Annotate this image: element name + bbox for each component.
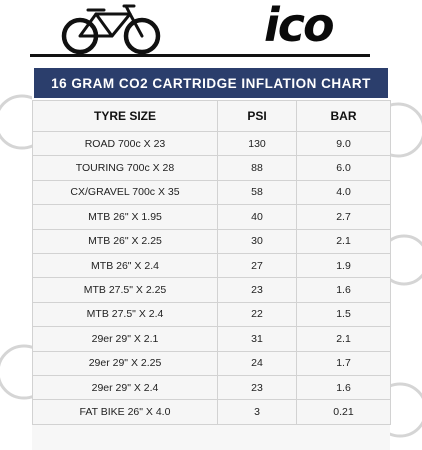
table-row: MTB 26" X 2.4 27 1.9 [32,252,391,279]
table-row: FAT BIKE 26" X 4.0 3 0.21 [32,399,391,425]
bar-cell: 6.0 [296,155,391,181]
tyre-size-cell: 29er 29" X 2.25 [32,350,218,376]
bar-cell: 1.9 [296,252,391,279]
column-header-psi: PSI [217,100,297,132]
table-row: TOURING 700c X 28 88 6.0 [32,155,391,181]
psi-cell: 88 [217,155,297,181]
column-header-tyre-size: TYRE SIZE [32,100,218,132]
psi-cell: 3 [217,399,297,425]
psi-cell: 23 [217,374,297,401]
inflation-chart: 16 GRAM CO2 CARTRIDGE INFLATION CHART TY… [32,66,391,450]
psi-cell: 27 [217,252,297,279]
psi-cell: 24 [217,350,297,376]
table-row: MTB 27.5" X 2.4 22 1.5 [32,301,391,328]
bar-cell: 0.21 [296,399,391,425]
bar-cell: 1.7 [296,350,391,376]
table-row: 29er 29" X 2.1 31 2.1 [32,326,391,352]
bar-cell: 1.6 [296,374,391,401]
tyre-size-cell: MTB 26" X 1.95 [32,204,218,230]
psi-cell: 40 [217,204,297,230]
psi-cell: 22 [217,301,297,328]
brand-logo: ico [264,0,335,52]
table-row: MTB 26" X 1.95 40 2.7 [32,204,391,230]
tyre-size-cell: FAT BIKE 26" X 4.0 [32,399,218,425]
tyre-size-cell: ROAD 700c X 23 [32,130,218,157]
psi-cell: 23 [217,277,297,303]
psi-cell: 130 [217,130,297,157]
bar-cell: 2.1 [296,228,391,254]
table-row: 29er 29" X 2.4 23 1.6 [32,374,391,401]
bar-cell: 1.6 [296,277,391,303]
header-divider [30,54,370,57]
table-row: MTB 27.5" X 2.25 23 1.6 [32,277,391,303]
bar-cell: 4.0 [296,179,391,206]
psi-cell: 30 [217,228,297,254]
column-header-bar: BAR [296,100,391,132]
psi-cell: 31 [217,326,297,352]
header: ico [0,0,422,62]
bar-cell: 2.1 [296,326,391,352]
chart-title: 16 GRAM CO2 CARTRIDGE INFLATION CHART [32,66,390,100]
tyre-size-cell: MTB 26" X 2.4 [32,252,218,279]
tyre-size-cell: CX/GRAVEL 700c X 35 [32,179,218,206]
tyre-size-cell: 29er 29" X 2.1 [32,326,218,352]
table-row: CX/GRAVEL 700c X 35 58 4.0 [32,179,391,206]
tyre-size-cell: TOURING 700c X 28 [32,155,218,181]
table-header-row: TYRE SIZE PSI BAR [32,100,391,132]
psi-cell: 58 [217,179,297,206]
tyre-size-cell: MTB 26" X 2.25 [32,228,218,254]
table-row: ROAD 700c X 23 130 9.0 [32,130,391,157]
bar-cell: 9.0 [296,130,391,157]
tyre-size-cell: MTB 27.5" X 2.25 [32,277,218,303]
table-row: 29er 29" X 2.25 24 1.7 [32,350,391,376]
bar-cell: 2.7 [296,204,391,230]
table-row: MTB 26" X 2.25 30 2.1 [32,228,391,254]
inflation-table: TYRE SIZE PSI BAR ROAD 700c X 23 130 9.0 T… [32,100,391,425]
bar-cell: 1.5 [296,301,391,328]
tyre-size-cell: 29er 29" X 2.4 [32,374,218,401]
tyre-size-cell: MTB 27.5" X 2.4 [32,301,218,328]
bicycle-icon [61,4,161,55]
